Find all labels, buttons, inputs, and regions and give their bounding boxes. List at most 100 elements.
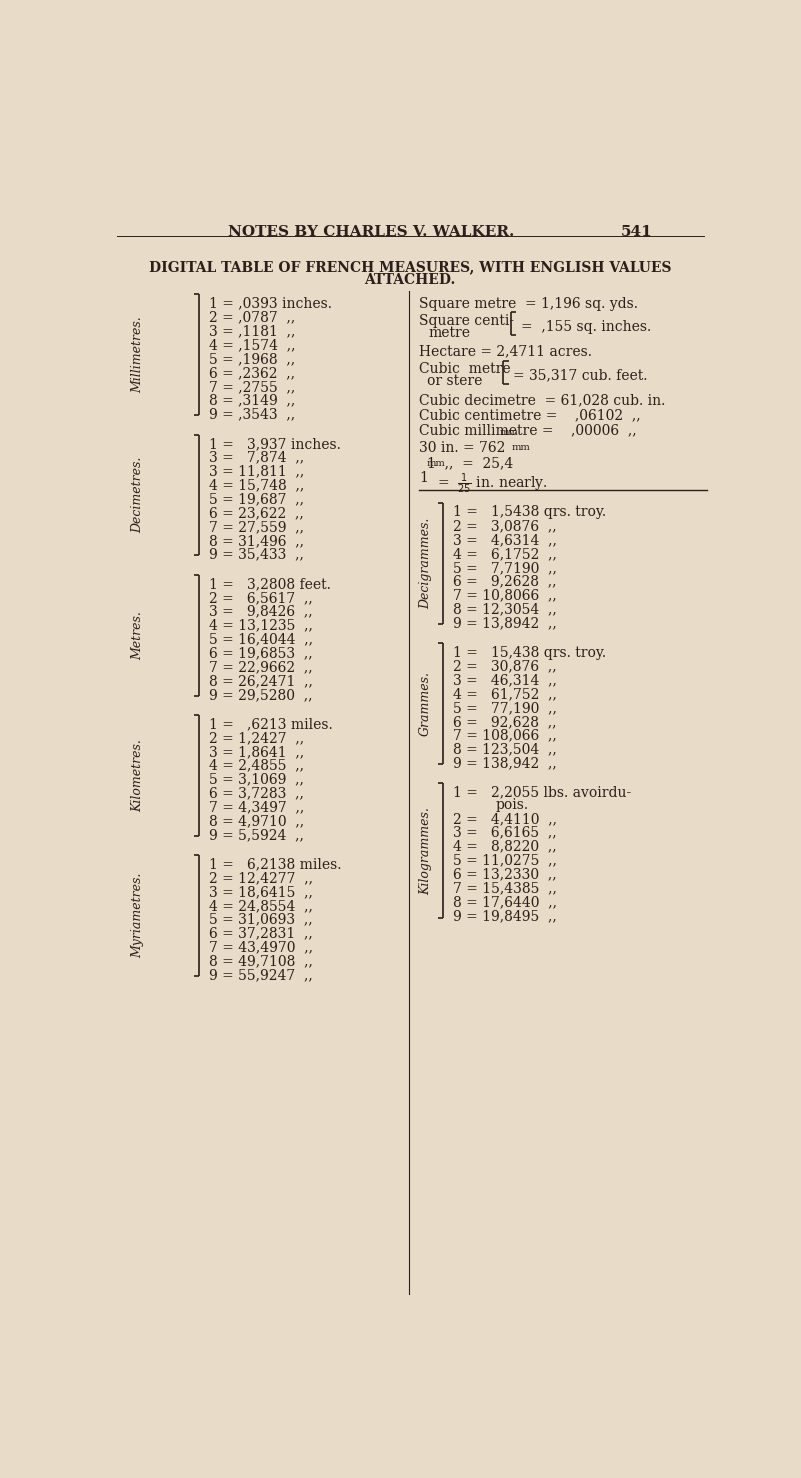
Text: 1 =   3,2808 feet.: 1 = 3,2808 feet. bbox=[208, 576, 331, 591]
Text: 2 =   30,876  ,,: 2 = 30,876 ,, bbox=[453, 659, 557, 674]
Text: 9 = 35,433  ,,: 9 = 35,433 ,, bbox=[208, 548, 304, 562]
Text: =  ,155 sq. inches.: = ,155 sq. inches. bbox=[521, 319, 651, 334]
Text: 2 =   4,4110  ,,: 2 = 4,4110 ,, bbox=[453, 811, 557, 826]
Text: ATTACHED.: ATTACHED. bbox=[364, 273, 456, 287]
Text: mm: mm bbox=[500, 427, 519, 437]
Text: Metres.: Metres. bbox=[131, 610, 144, 659]
Text: 6 = 3,7283  ,,: 6 = 3,7283 ,, bbox=[208, 786, 304, 801]
Text: =  $\frac{1}{25}$ in. nearly.: = $\frac{1}{25}$ in. nearly. bbox=[437, 471, 548, 495]
Text: 4 =   61,752  ,,: 4 = 61,752 ,, bbox=[453, 687, 557, 701]
Text: 7 = 43,4970  ,,: 7 = 43,4970 ,, bbox=[208, 940, 312, 955]
Text: Square centi-: Square centi- bbox=[420, 313, 514, 328]
Text: Decigrammes.: Decigrammes. bbox=[419, 517, 432, 609]
Text: 1 =   ,6213 miles.: 1 = ,6213 miles. bbox=[208, 717, 332, 732]
Text: 30 in. = 762: 30 in. = 762 bbox=[420, 440, 505, 455]
Text: 7 = 10,8066  ,,: 7 = 10,8066 ,, bbox=[453, 588, 557, 603]
Text: 4 = ,1574  ,,: 4 = ,1574 ,, bbox=[208, 338, 295, 352]
Text: 1 =   2,2055 lbs. avoirdu-: 1 = 2,2055 lbs. avoirdu- bbox=[453, 786, 631, 800]
Text: 2 =   6,5617  ,,: 2 = 6,5617 ,, bbox=[208, 591, 312, 605]
Text: 6 =   92,628  ,,: 6 = 92,628 ,, bbox=[453, 715, 556, 729]
Text: 2 = 1,2427  ,,: 2 = 1,2427 ,, bbox=[208, 732, 304, 745]
Text: 7 = 4,3497  ,,: 7 = 4,3497 ,, bbox=[208, 800, 304, 814]
Text: 1 =   15,438 qrs. troy.: 1 = 15,438 qrs. troy. bbox=[453, 646, 606, 659]
Text: 8 = 49,7108  ,,: 8 = 49,7108 ,, bbox=[208, 955, 312, 968]
Text: 8 = 4,9710  ,,: 8 = 4,9710 ,, bbox=[208, 814, 304, 828]
Text: 2 = ,0787  ,,: 2 = ,0787 ,, bbox=[208, 310, 295, 325]
Text: Kilometres.: Kilometres. bbox=[131, 739, 144, 811]
Text: Cubic millimetre =    ,00006  ,,: Cubic millimetre = ,00006 ,, bbox=[420, 424, 637, 437]
Text: 4 =   8,8220  ,,: 4 = 8,8220 ,, bbox=[453, 840, 557, 854]
Text: 5 = 3,1069  ,,: 5 = 3,1069 ,, bbox=[208, 773, 304, 786]
Text: mm: mm bbox=[426, 458, 445, 467]
Text: 6 = 23,622  ,,: 6 = 23,622 ,, bbox=[208, 505, 304, 520]
Text: 6 = 37,2831  ,,: 6 = 37,2831 ,, bbox=[208, 927, 312, 940]
Text: Decimetres.: Decimetres. bbox=[131, 457, 144, 534]
Text: Square metre  = 1,196 sq. yds.: Square metre = 1,196 sq. yds. bbox=[420, 297, 638, 310]
Text: 3 =   7,874  ,,: 3 = 7,874 ,, bbox=[208, 451, 304, 464]
Text: 2 = 12,4277  ,,: 2 = 12,4277 ,, bbox=[208, 871, 312, 885]
Text: 8 = 31,496  ,,: 8 = 31,496 ,, bbox=[208, 534, 304, 548]
Text: 3 =   6,6165  ,,: 3 = 6,6165 ,, bbox=[453, 826, 557, 840]
Text: 1 =   3,937 inches.: 1 = 3,937 inches. bbox=[208, 437, 340, 451]
Text: 7 = ,2755  ,,: 7 = ,2755 ,, bbox=[208, 380, 295, 393]
Text: 7 = 27,559  ,,: 7 = 27,559 ,, bbox=[208, 520, 304, 534]
Text: 9 = 55,9247  ,,: 9 = 55,9247 ,, bbox=[208, 968, 312, 983]
Text: 5 = 11,0275  ,,: 5 = 11,0275 ,, bbox=[453, 853, 557, 868]
Text: 5 = 31,0693  ,,: 5 = 31,0693 ,, bbox=[208, 913, 312, 927]
Text: 3 = 11,811  ,,: 3 = 11,811 ,, bbox=[208, 464, 304, 479]
Text: Grammes.: Grammes. bbox=[419, 671, 432, 736]
Text: 3 =   46,314  ,,: 3 = 46,314 ,, bbox=[453, 674, 557, 687]
Text: 4 = 13,1235  ,,: 4 = 13,1235 ,, bbox=[208, 619, 312, 633]
Text: 3 =   9,8426  ,,: 3 = 9,8426 ,, bbox=[208, 605, 312, 619]
Text: 8 = 17,6440  ,,: 8 = 17,6440 ,, bbox=[453, 896, 557, 909]
Text: 5 =   77,190  ,,: 5 = 77,190 ,, bbox=[453, 701, 557, 715]
Text: 1 =   6,2138 miles.: 1 = 6,2138 miles. bbox=[208, 857, 341, 871]
Text: 6 = ,2362  ,,: 6 = ,2362 ,, bbox=[208, 367, 295, 380]
Text: Hectare = 2,4711 acres.: Hectare = 2,4711 acres. bbox=[420, 344, 593, 359]
Text: 2 =   3,0876  ,,: 2 = 3,0876 ,, bbox=[453, 519, 557, 534]
Text: Cubic decimetre  = 61,028 cub. in.: Cubic decimetre = 61,028 cub. in. bbox=[420, 393, 666, 406]
Text: 6 = 13,2330  ,,: 6 = 13,2330 ,, bbox=[453, 868, 557, 881]
Text: 4 = 15,748  ,,: 4 = 15,748 ,, bbox=[208, 479, 304, 492]
Text: Millimetres.: Millimetres. bbox=[131, 316, 144, 393]
Text: 3 = 18,6415  ,,: 3 = 18,6415 ,, bbox=[208, 885, 312, 899]
Text: 1 =   1,5438 qrs. troy.: 1 = 1,5438 qrs. troy. bbox=[453, 505, 606, 519]
Text: 5 = 16,4044  ,,: 5 = 16,4044 ,, bbox=[208, 633, 312, 646]
Text: 3 = 1,8641  ,,: 3 = 1,8641 ,, bbox=[208, 745, 304, 758]
Text: Kilogrammes.: Kilogrammes. bbox=[419, 807, 432, 894]
Text: 9 = 13,8942  ,,: 9 = 13,8942 ,, bbox=[453, 616, 557, 630]
Text: 8 = ,3149  ,,: 8 = ,3149 ,, bbox=[208, 393, 295, 408]
Text: 9 = ,3543  ,,: 9 = ,3543 ,, bbox=[208, 408, 295, 421]
Text: Cubic  metre: Cubic metre bbox=[420, 362, 511, 377]
Text: pois.: pois. bbox=[495, 798, 529, 811]
Text: 9 = 138,942  ,,: 9 = 138,942 ,, bbox=[453, 757, 557, 770]
Text: 3 =   4,6314  ,,: 3 = 4,6314 ,, bbox=[453, 534, 557, 547]
Text: 4 = 2,4855  ,,: 4 = 2,4855 ,, bbox=[208, 758, 304, 773]
Text: 8 = 123,504  ,,: 8 = 123,504 ,, bbox=[453, 742, 557, 757]
Text: 1 = ,0393 inches.: 1 = ,0393 inches. bbox=[208, 297, 332, 310]
Text: Myriametres.: Myriametres. bbox=[131, 872, 144, 958]
Text: 8 = 12,3054  ,,: 8 = 12,3054 ,, bbox=[453, 603, 557, 616]
Text: DIGITAL TABLE OF FRENCH MEASURES, WITH ENGLISH VALUES: DIGITAL TABLE OF FRENCH MEASURES, WITH E… bbox=[149, 260, 671, 275]
Text: 1  ,,  =  25,4: 1 ,, = 25,4 bbox=[427, 457, 513, 470]
Text: Cubic centimetre =    ,06102  ,,: Cubic centimetre = ,06102 ,, bbox=[420, 408, 641, 423]
Text: 8 = 26,2471  ,,: 8 = 26,2471 ,, bbox=[208, 674, 312, 689]
Text: = 35,317 cub. feet.: = 35,317 cub. feet. bbox=[513, 368, 648, 383]
Text: mm: mm bbox=[512, 443, 530, 452]
Text: 7 = 15,4385  ,,: 7 = 15,4385 ,, bbox=[453, 881, 557, 896]
Text: 3 = ,1181  ,,: 3 = ,1181 ,, bbox=[208, 325, 295, 338]
Text: 4 = 24,8554  ,,: 4 = 24,8554 ,, bbox=[208, 899, 312, 913]
Text: 1: 1 bbox=[420, 471, 429, 485]
Text: 5 = ,1968  ,,: 5 = ,1968 ,, bbox=[208, 352, 295, 367]
Text: 5 =   7,7190  ,,: 5 = 7,7190 ,, bbox=[453, 560, 557, 575]
Text: 5 = 19,687  ,,: 5 = 19,687 ,, bbox=[208, 492, 304, 507]
Text: 9 = 5,5924  ,,: 9 = 5,5924 ,, bbox=[208, 828, 304, 842]
Text: 7 = 22,9662  ,,: 7 = 22,9662 ,, bbox=[208, 661, 312, 674]
Text: 6 = 19,6853  ,,: 6 = 19,6853 ,, bbox=[208, 646, 312, 661]
Text: 6 =   9,2628  ,,: 6 = 9,2628 ,, bbox=[453, 575, 556, 588]
Text: 9 = 19,8495  ,,: 9 = 19,8495 ,, bbox=[453, 909, 557, 922]
Text: 7 = 108,066  ,,: 7 = 108,066 ,, bbox=[453, 729, 557, 742]
Text: NOTES BY CHARLES V. WALKER.: NOTES BY CHARLES V. WALKER. bbox=[228, 225, 514, 239]
Text: 541: 541 bbox=[621, 225, 653, 239]
Text: 4 =   6,1752  ,,: 4 = 6,1752 ,, bbox=[453, 547, 557, 562]
